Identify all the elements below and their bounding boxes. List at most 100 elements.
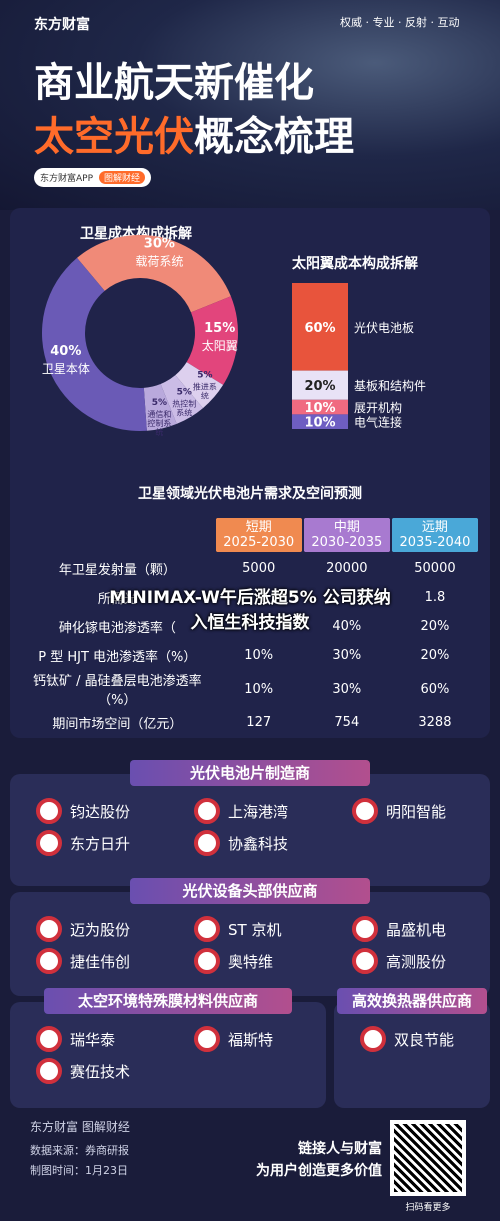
bar-segment bbox=[292, 370, 348, 400]
segment-name: 电气连接 bbox=[354, 415, 402, 430]
table-row: 钙钛矿 / 晶硅叠层电池渗透率（%） 10% 30% 60% bbox=[20, 670, 479, 708]
company: 上海港湾 bbox=[194, 798, 344, 824]
company: 明阳智能 bbox=[352, 798, 500, 824]
segment-name: 展开机构 bbox=[354, 400, 402, 415]
supplier-panel bbox=[10, 892, 490, 996]
segment-name: 推进系统 bbox=[193, 381, 217, 400]
company-logo bbox=[194, 948, 220, 974]
table-cell: 期间市场空间（亿元） bbox=[52, 717, 183, 732]
section-title: 太空环境特殊膜材料供应商 bbox=[44, 988, 292, 1014]
company-logo bbox=[194, 798, 220, 824]
column-name: 远期 bbox=[421, 520, 448, 535]
table-row: P 型 HJT 电池渗透率（%） 10% 30% 20% bbox=[20, 641, 479, 670]
segment-name: 载荷系统 bbox=[135, 254, 183, 268]
overlay: MINIMAX-W午后涨超5% 公司获纳 入恒生科技指数 bbox=[0, 586, 500, 636]
table-cell: 所需光 bbox=[97, 592, 137, 607]
bar-segment bbox=[292, 283, 348, 371]
company: 双良节能 bbox=[360, 1026, 500, 1052]
company-logo bbox=[36, 1026, 62, 1052]
segment-pct: 5% bbox=[177, 388, 192, 398]
table-cell: 40% bbox=[332, 619, 362, 634]
company-logo bbox=[352, 798, 378, 824]
company: 捷佳伟创 bbox=[36, 948, 186, 974]
segment-pct: 20% bbox=[304, 379, 335, 394]
company-logo bbox=[360, 1026, 386, 1052]
table-cell: P 型 HJT 电池渗透率（%） bbox=[38, 650, 197, 665]
chart-title: 太阳翼成本构成拆解 bbox=[292, 255, 418, 272]
table-cell: 20000 bbox=[326, 561, 368, 576]
donut-segment bbox=[160, 375, 203, 424]
company-name: 明阳智能 bbox=[386, 802, 447, 821]
table-cell: 10% bbox=[244, 648, 274, 663]
charts: 卫星成本构成拆解30%载荷系统15%太阳翼5%推进系统5%热控制系统5%通信和控… bbox=[42, 225, 426, 502]
column-header: 远期 2035-2040 bbox=[389, 516, 481, 554]
company: 协鑫科技 bbox=[194, 830, 344, 856]
table-cell: 年卫星发射量（颗） bbox=[58, 562, 176, 578]
company-name: 赛伍技术 bbox=[70, 1062, 131, 1081]
company-logo bbox=[194, 830, 220, 856]
table-cell: 754 bbox=[334, 715, 360, 730]
forecast-table: 短期 2025-2030 中期 2030-2035 远期 2035-2040 年卫星发射量（… bbox=[20, 516, 481, 737]
company-name: 高测股份 bbox=[386, 952, 447, 971]
segment-name: 光伏电池板 bbox=[354, 321, 414, 335]
table-cell: 20% bbox=[420, 648, 450, 663]
column-period: 2030-2035 bbox=[311, 535, 383, 550]
company: 瑞华泰 bbox=[36, 1026, 186, 1052]
company: 晶盛机电 bbox=[352, 916, 500, 942]
segment-pct: 60% bbox=[304, 321, 335, 336]
segment-pct: 30% bbox=[144, 236, 175, 251]
donut-segment bbox=[77, 235, 231, 313]
company-name: 晶盛机电 bbox=[386, 920, 447, 939]
supplier-panel bbox=[10, 774, 490, 886]
company-name: 迈为股份 bbox=[70, 920, 131, 939]
brand: 东方财富 bbox=[34, 17, 90, 33]
company-name: 捷佳伟创 bbox=[70, 952, 131, 971]
segment-name: 基板和结构件 bbox=[354, 378, 426, 393]
company: 东方日升 bbox=[36, 830, 186, 856]
segment-name: 卫星本体 bbox=[42, 362, 90, 376]
table-cell: 127 bbox=[246, 715, 272, 730]
badge: 东方财富APP 图解财经 bbox=[34, 168, 152, 187]
table-cell: 10% bbox=[244, 681, 274, 697]
table-cell: 30% bbox=[332, 681, 362, 697]
section-title: 光伏电池片制造商 bbox=[130, 760, 370, 786]
section-title: 光伏设备头部供应商 bbox=[130, 878, 370, 904]
table-row: 年卫星发射量（颗） 5000 20000 50000 bbox=[20, 553, 479, 583]
column-header: 短期 2025-2030 bbox=[213, 516, 304, 554]
table-cell: 30% bbox=[332, 648, 362, 663]
bar-segment bbox=[292, 414, 348, 429]
supplier-panel bbox=[10, 1002, 326, 1108]
table-row: 砷化镓电池渗透率（ 40% 20% bbox=[20, 612, 479, 641]
footer-brand: 东方财富 图解财经 bbox=[30, 1120, 130, 1134]
company-name: 钧达股份 bbox=[70, 802, 131, 821]
column-name: 短期 bbox=[245, 520, 272, 535]
company-logo bbox=[36, 1058, 62, 1084]
supplier-panel bbox=[334, 1002, 490, 1108]
company-name: ST 京机 bbox=[228, 920, 282, 939]
company: 福斯特 bbox=[194, 1026, 344, 1052]
column-period: 2025-2030 bbox=[223, 535, 295, 550]
footer-source: 数据来源：券商研报 bbox=[30, 1144, 129, 1157]
table-cell: 20% bbox=[420, 619, 450, 634]
table-cell: 5000 bbox=[242, 561, 276, 576]
company-logo bbox=[36, 798, 62, 824]
slogan-line: 链接人与财富 bbox=[298, 1141, 382, 1157]
company-name: 瑞华泰 bbox=[70, 1030, 116, 1049]
overlay-line: MINIMAX-W午后涨超5% 公司获纳 bbox=[109, 588, 391, 608]
company-name: 奥特维 bbox=[228, 952, 274, 971]
table-title: 卫星领域光伏电池片需求及空间预测 bbox=[138, 485, 362, 502]
table-cell: 钙钛矿 / 晶硅叠层电池渗透率（%） bbox=[33, 674, 202, 708]
table-header: 短期 2025-2030 中期 2030-2035 远期 2035-2040 bbox=[20, 516, 481, 554]
table-cell: 1.8 bbox=[424, 590, 446, 605]
segment-name: 热控制系统 bbox=[172, 399, 196, 418]
donut-segment bbox=[175, 362, 224, 409]
overlay-line: 入恒生科技指数 bbox=[190, 613, 310, 633]
company: 迈为股份 bbox=[36, 916, 186, 942]
title: 商业航天新催化 bbox=[34, 60, 314, 106]
company-name: 东方日升 bbox=[70, 834, 131, 853]
chart-title: 卫星成本构成拆解 bbox=[80, 225, 192, 242]
bar-segment bbox=[292, 399, 348, 415]
table-cell: 砷化镓电池渗透率（ bbox=[58, 621, 176, 636]
segment-name: 通信和控制系统 bbox=[147, 409, 171, 437]
